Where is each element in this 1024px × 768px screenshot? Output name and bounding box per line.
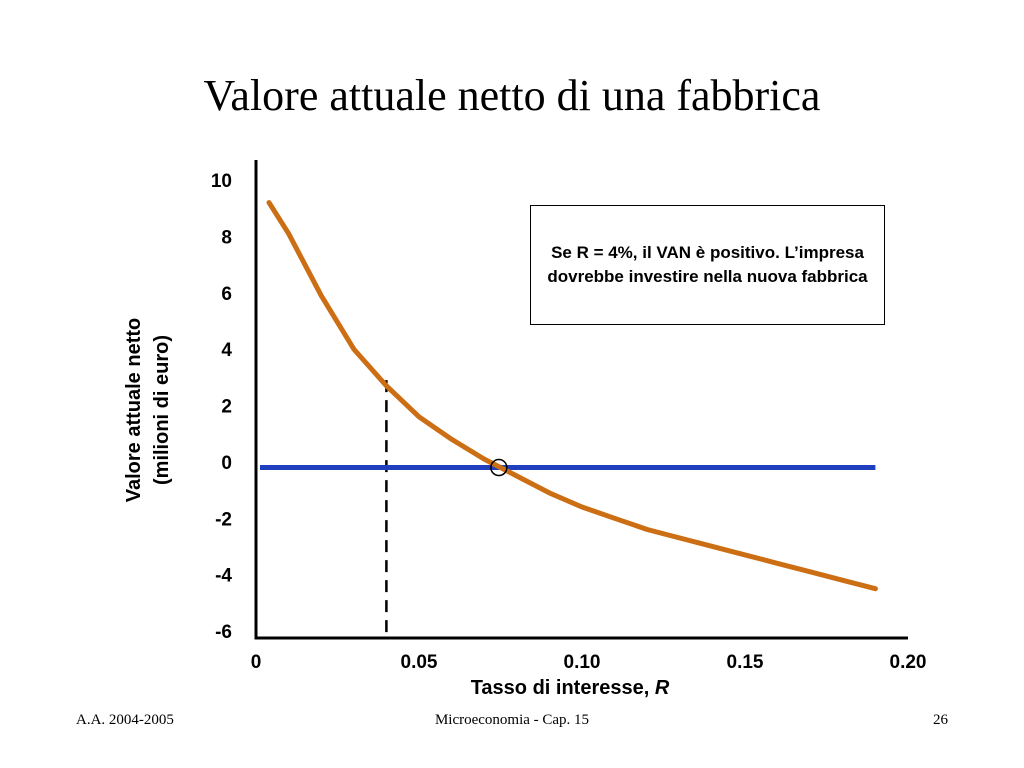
slide-title: Valore attuale netto di una fabbrica bbox=[203, 71, 821, 120]
x-tick-label: 0.20 bbox=[890, 652, 927, 673]
callout-text: Se R = 4%, il VAN è positivo. L’impresa … bbox=[547, 243, 868, 286]
irr-intersection-marker bbox=[490, 458, 508, 477]
x-tick-labels: 0 0.05 0.10 0.15 0.20 bbox=[251, 652, 927, 673]
footer-page-number: 26 bbox=[933, 712, 948, 728]
y-axis-label: Valore attuale netto (milioni di euro) bbox=[123, 318, 173, 503]
npv-curve bbox=[266, 200, 878, 592]
y-tick-label: -2 bbox=[215, 509, 232, 530]
x-tick-label: 0 bbox=[251, 652, 262, 673]
y-axis-label-line2: (milioni di euro) bbox=[151, 335, 173, 485]
y-tick-labels: 10 8 6 4 2 0 -2 -4 -6 bbox=[211, 171, 233, 643]
footer-course-year: A.A. 2004-2005 bbox=[76, 712, 174, 728]
y-tick-label: 4 bbox=[221, 340, 232, 361]
x-tick-label: 0.05 bbox=[401, 652, 438, 673]
chart-axes bbox=[254, 160, 908, 640]
y-axis-label-line1: Valore attuale netto bbox=[123, 318, 145, 503]
footer-chapter: Microeconomia - Cap. 15 bbox=[434, 712, 590, 728]
npv-callout-box: Se R = 4%, il VAN è positivo. L’impresa … bbox=[530, 205, 885, 325]
y-tick-label: 6 bbox=[221, 284, 232, 305]
y-tick-label: -6 bbox=[215, 622, 232, 643]
chart-lines bbox=[260, 200, 878, 638]
y-tick-label: 10 bbox=[211, 171, 232, 192]
npv-chart: 0 0.05 0.10 0.15 0.20 10 8 6 4 2 0 -2 -4 -6 Tasso di… bbox=[123, 160, 927, 699]
y-tick-label: 8 bbox=[221, 227, 232, 248]
x-tick-label: 0.15 bbox=[727, 652, 764, 673]
y-tick-label: 0 bbox=[221, 453, 232, 474]
x-tick-label: 0.10 bbox=[564, 652, 601, 673]
y-tick-label: 2 bbox=[221, 397, 232, 418]
y-tick-label: -4 bbox=[215, 566, 232, 587]
x-axis-label: Tasso di interesse, R bbox=[471, 677, 670, 699]
